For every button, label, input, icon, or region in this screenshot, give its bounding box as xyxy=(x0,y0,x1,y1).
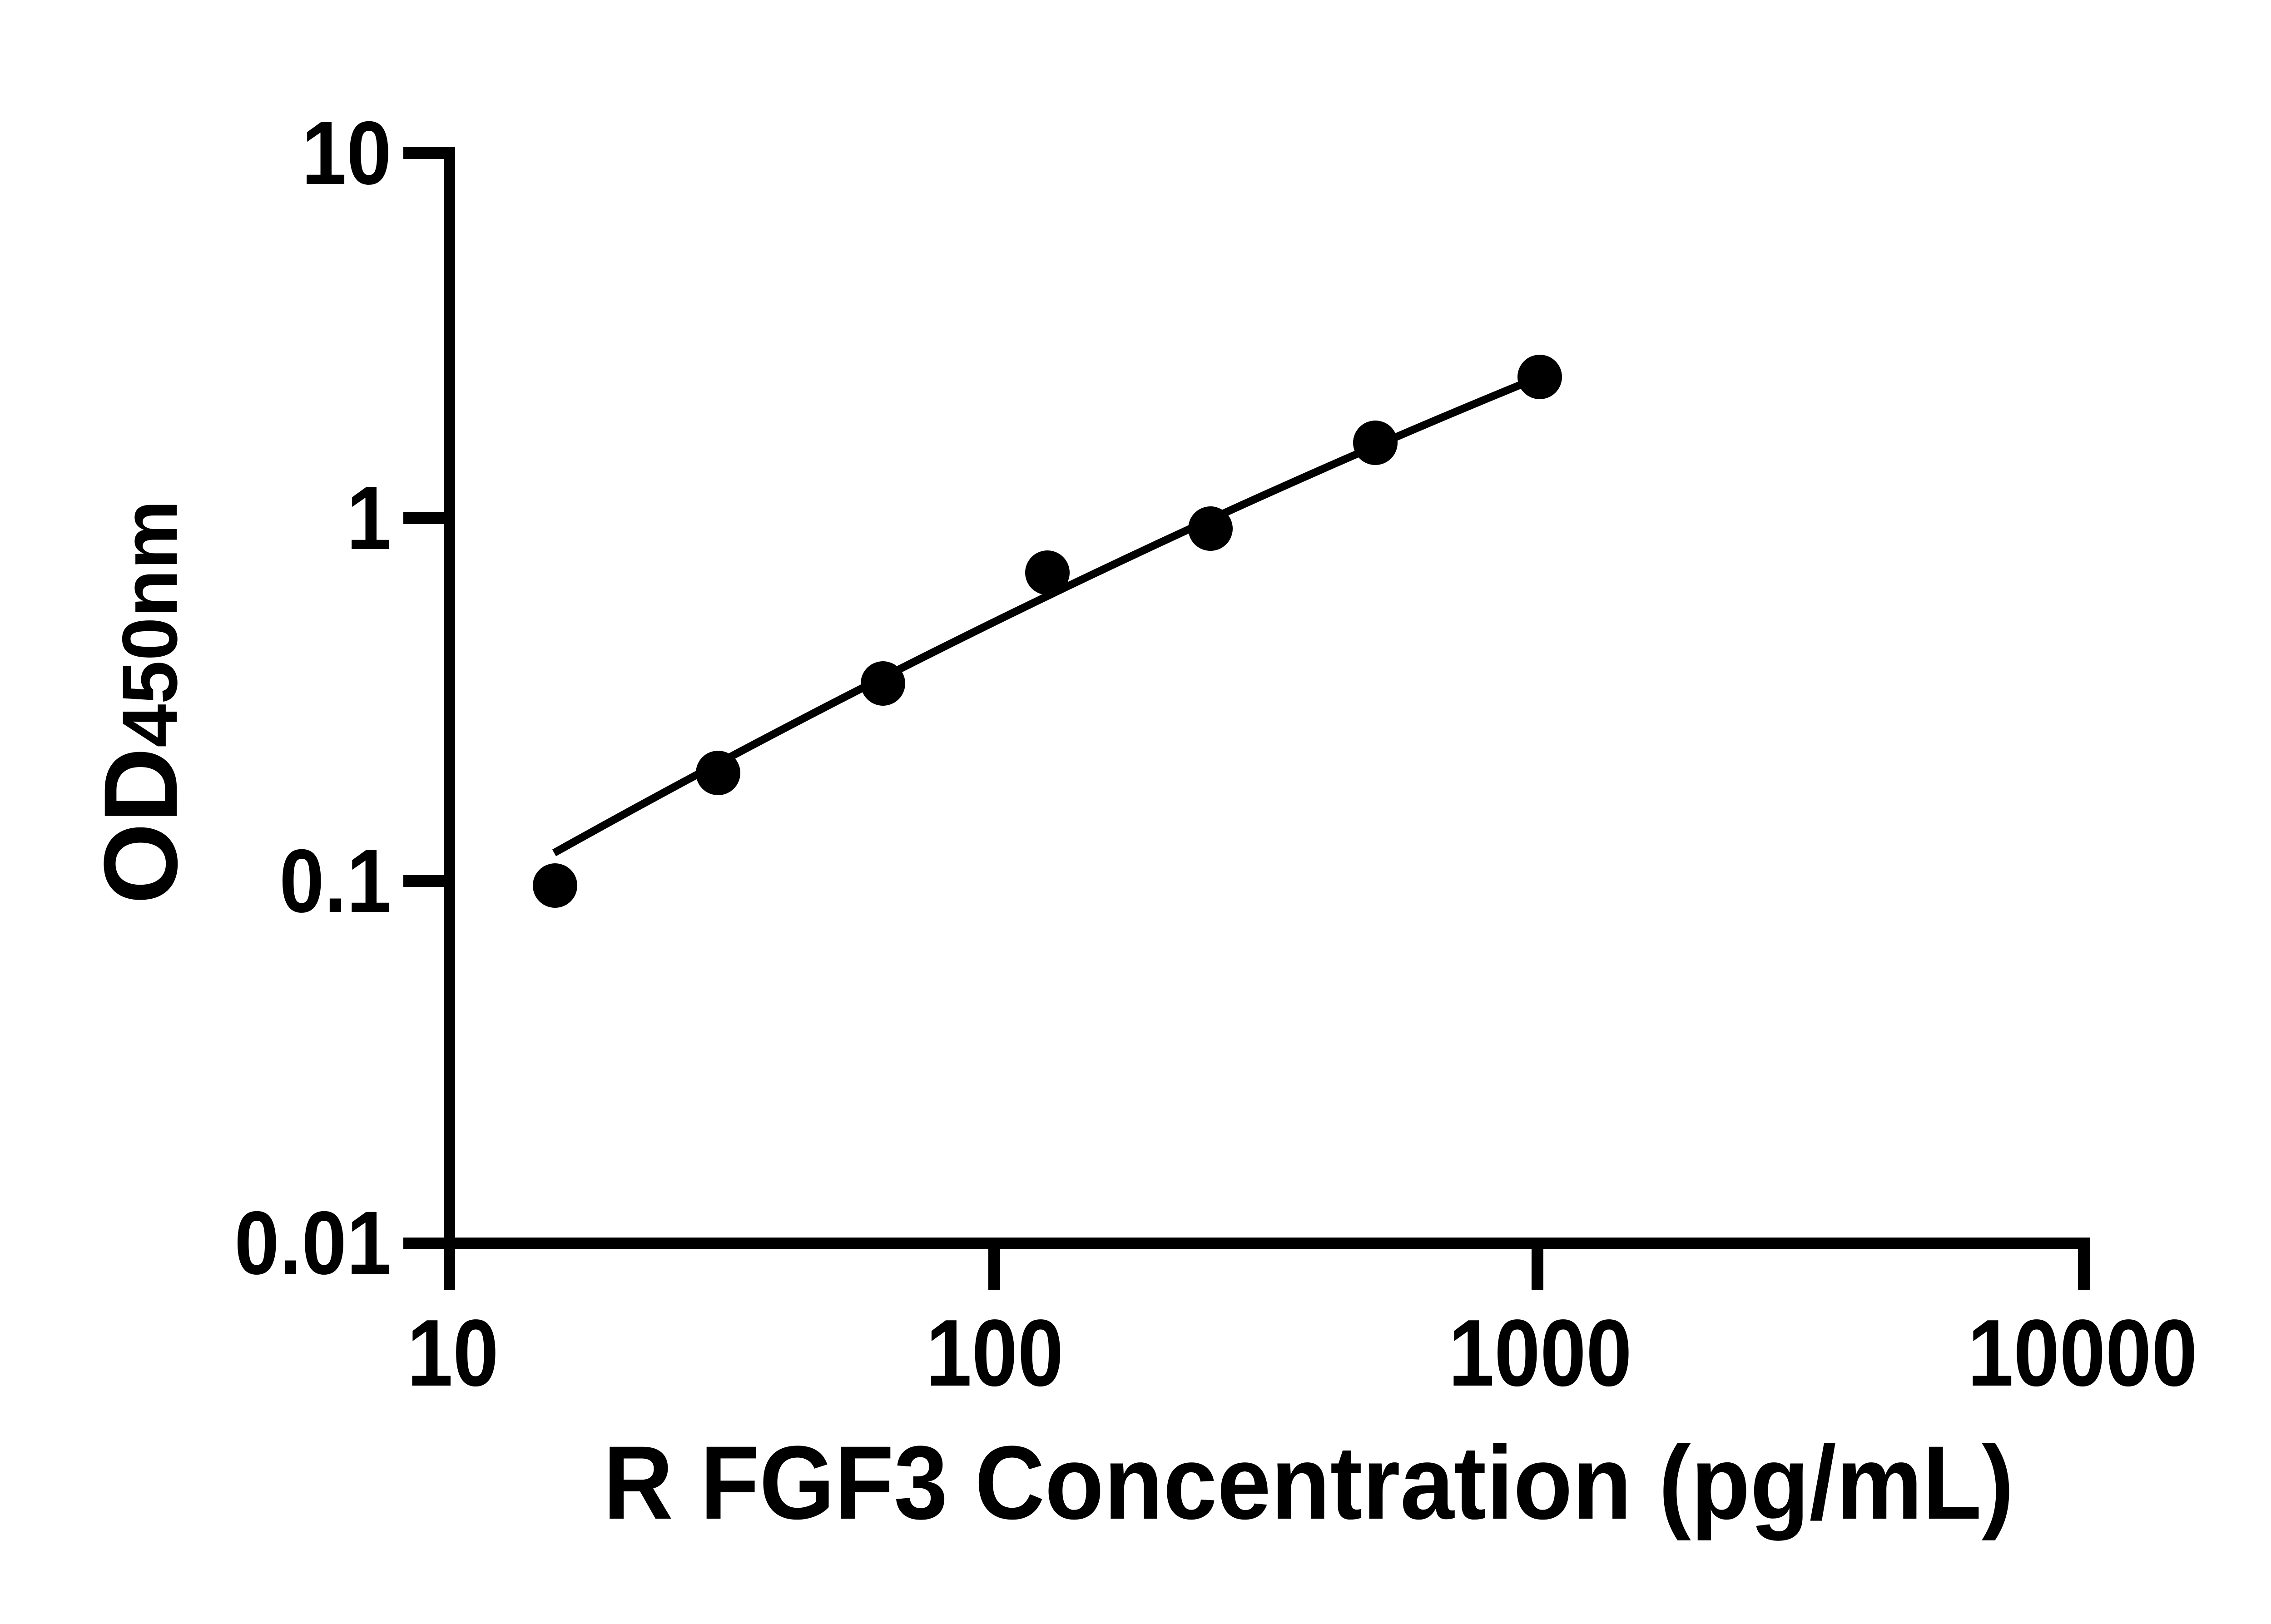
svg-text:1000: 1000 xyxy=(1448,1300,1632,1406)
svg-text:10: 10 xyxy=(302,103,392,203)
svg-text:0.1: 0.1 xyxy=(279,831,392,931)
svg-text:10: 10 xyxy=(407,1300,499,1406)
svg-text:OD450nm: OD450nm xyxy=(82,500,199,904)
svg-text:1: 1 xyxy=(347,468,392,568)
svg-text:0.01: 0.01 xyxy=(234,1193,392,1293)
svg-text:100: 100 xyxy=(926,1300,1064,1406)
svg-text:10000: 10000 xyxy=(1968,1300,2197,1406)
svg-text:R FGF3 Concentration (pg/mL): R FGF3 Concentration (pg/mL) xyxy=(603,1424,2014,1541)
